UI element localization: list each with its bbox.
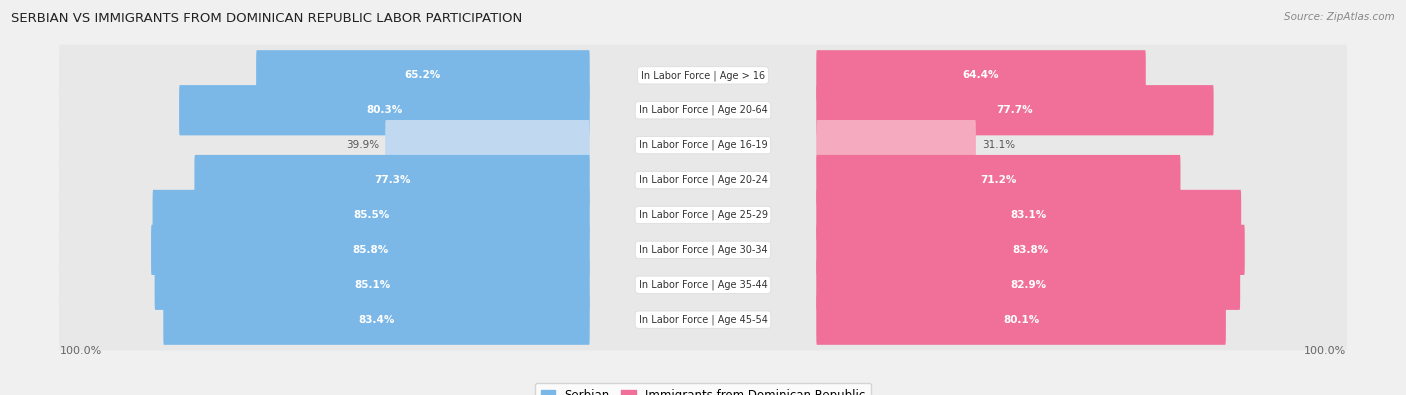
Text: 85.8%: 85.8%	[353, 245, 388, 255]
Text: 64.4%: 64.4%	[963, 70, 1000, 80]
Text: 77.7%: 77.7%	[997, 105, 1033, 115]
Text: In Labor Force | Age > 16: In Labor Force | Age > 16	[641, 70, 765, 81]
FancyBboxPatch shape	[194, 155, 589, 205]
Text: 83.1%: 83.1%	[1011, 210, 1047, 220]
FancyBboxPatch shape	[59, 79, 1347, 141]
Text: SERBIAN VS IMMIGRANTS FROM DOMINICAN REPUBLIC LABOR PARTICIPATION: SERBIAN VS IMMIGRANTS FROM DOMINICAN REP…	[11, 12, 523, 25]
FancyBboxPatch shape	[59, 149, 1347, 211]
Text: 80.1%: 80.1%	[1002, 315, 1039, 325]
FancyBboxPatch shape	[155, 260, 589, 310]
Text: In Labor Force | Age 20-64: In Labor Force | Age 20-64	[638, 105, 768, 115]
Text: 77.3%: 77.3%	[374, 175, 411, 185]
Text: In Labor Force | Age 45-54: In Labor Force | Age 45-54	[638, 314, 768, 325]
Text: In Labor Force | Age 30-34: In Labor Force | Age 30-34	[638, 245, 768, 255]
FancyBboxPatch shape	[59, 254, 1347, 316]
Text: 83.8%: 83.8%	[1012, 245, 1049, 255]
FancyBboxPatch shape	[153, 190, 589, 240]
Text: 71.2%: 71.2%	[980, 175, 1017, 185]
FancyBboxPatch shape	[817, 85, 1213, 135]
Text: In Labor Force | Age 25-29: In Labor Force | Age 25-29	[638, 210, 768, 220]
Text: 83.4%: 83.4%	[359, 315, 395, 325]
FancyBboxPatch shape	[59, 219, 1347, 280]
FancyBboxPatch shape	[817, 120, 976, 170]
FancyBboxPatch shape	[150, 225, 589, 275]
Text: 80.3%: 80.3%	[367, 105, 402, 115]
FancyBboxPatch shape	[163, 295, 589, 345]
FancyBboxPatch shape	[59, 115, 1347, 176]
FancyBboxPatch shape	[59, 184, 1347, 246]
FancyBboxPatch shape	[179, 85, 589, 135]
FancyBboxPatch shape	[817, 190, 1241, 240]
FancyBboxPatch shape	[817, 50, 1146, 100]
FancyBboxPatch shape	[256, 50, 589, 100]
Text: In Labor Force | Age 35-44: In Labor Force | Age 35-44	[638, 280, 768, 290]
FancyBboxPatch shape	[817, 295, 1226, 345]
Text: 82.9%: 82.9%	[1010, 280, 1046, 290]
Legend: Serbian, Immigrants from Dominican Republic: Serbian, Immigrants from Dominican Repub…	[534, 383, 872, 395]
Text: 31.1%: 31.1%	[981, 140, 1015, 150]
Text: 65.2%: 65.2%	[405, 70, 441, 80]
Text: 39.9%: 39.9%	[346, 140, 380, 150]
FancyBboxPatch shape	[817, 155, 1181, 205]
Text: 100.0%: 100.0%	[59, 346, 101, 356]
FancyBboxPatch shape	[385, 120, 589, 170]
FancyBboxPatch shape	[59, 45, 1347, 106]
FancyBboxPatch shape	[817, 225, 1244, 275]
Text: 100.0%: 100.0%	[1305, 346, 1347, 356]
Text: 85.5%: 85.5%	[353, 210, 389, 220]
Text: 85.1%: 85.1%	[354, 280, 391, 290]
FancyBboxPatch shape	[817, 260, 1240, 310]
Text: In Labor Force | Age 16-19: In Labor Force | Age 16-19	[638, 140, 768, 150]
FancyBboxPatch shape	[59, 289, 1347, 350]
Text: Source: ZipAtlas.com: Source: ZipAtlas.com	[1284, 12, 1395, 22]
Text: In Labor Force | Age 20-24: In Labor Force | Age 20-24	[638, 175, 768, 185]
